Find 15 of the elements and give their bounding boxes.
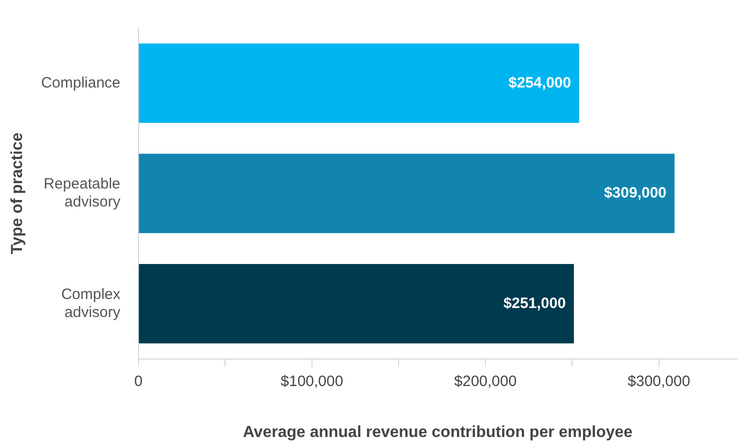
x-axis-title: Average annual revenue contribution per employee — [242, 424, 633, 441]
y-axis-title: Type of practice — [9, 132, 26, 254]
data-label: $251,000 — [503, 294, 566, 312]
bar — [138, 264, 574, 344]
x-tick-label: $200,000 — [454, 372, 517, 390]
y-tick-label: Compliance — [41, 74, 120, 92]
x-tick-label: 0 — [134, 372, 143, 390]
x-tick-label: $300,000 — [628, 372, 690, 390]
bar — [138, 154, 675, 234]
bar — [138, 43, 580, 123]
y-tick-label: Complex advisory — [61, 286, 121, 321]
data-label: $309,000 — [604, 184, 667, 202]
x-tick-label: $100,000 — [280, 372, 344, 390]
y-tick-label: Repeatable advisory — [44, 176, 121, 211]
data-label: $254,000 — [508, 74, 572, 92]
